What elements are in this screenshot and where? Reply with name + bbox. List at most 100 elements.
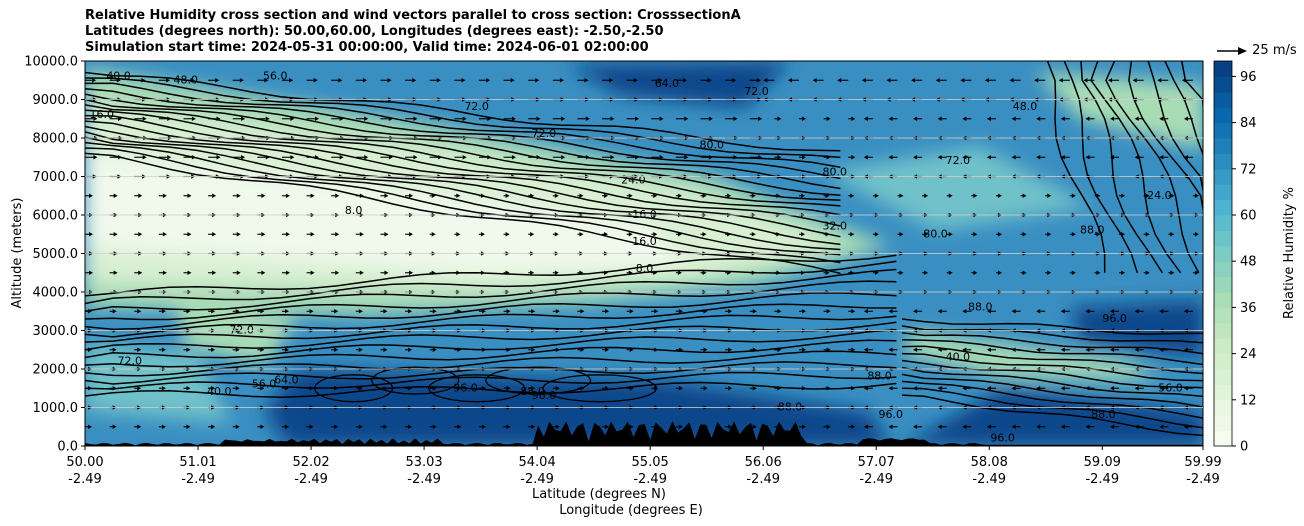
wind-vector: [777, 385, 782, 391]
humidity-region-5: [1069, 299, 1203, 358]
wind-vector: [1110, 347, 1115, 353]
contour-upper-8: [85, 114, 841, 216]
contour-upper-3: [85, 87, 841, 180]
colorbar-segment: [1214, 215, 1232, 231]
wind-vector: [89, 270, 93, 276]
wind-vector: [112, 424, 117, 430]
wind-vector: [653, 231, 658, 237]
contour-label: 96.0: [879, 408, 904, 421]
wind-vector: [653, 193, 658, 199]
contour-upper-12: [85, 136, 841, 251]
colorbar-segment: [1214, 399, 1232, 416]
wind-vector: [1022, 270, 1027, 276]
wind-vector: [505, 193, 510, 199]
contour-northeast-2: [1080, 61, 1164, 274]
wind-vector: [137, 424, 142, 430]
wind-vector: [851, 347, 856, 353]
wind-vector: [728, 424, 733, 430]
wind-vector: [677, 231, 682, 237]
wind-vector: [138, 270, 143, 276]
humidity-region-2: [85, 153, 690, 273]
wind-vector: [93, 116, 98, 122]
contour-label: 56.0: [1158, 381, 1183, 394]
contour-label: 16.0: [632, 208, 657, 221]
contour-northeast-7: [1164, 61, 1203, 157]
wind-vector: [457, 347, 462, 353]
wind-reference-arrow-icon: [1217, 46, 1247, 55]
wind-vector: [88, 385, 92, 391]
wind-vector: [986, 424, 991, 430]
wind-vector: [383, 308, 388, 314]
wind-vector: [211, 385, 216, 391]
wind-vector: [431, 193, 436, 199]
wind-vector: [913, 424, 918, 430]
wind-vector: [216, 154, 221, 160]
wind-vector: [241, 154, 246, 160]
wind-vector: [733, 116, 738, 122]
wind-vector: [1022, 193, 1027, 199]
wind-vector: [1011, 385, 1016, 391]
wind-vector: [285, 270, 290, 276]
y-tick-label: 5000.0: [33, 247, 79, 262]
wind-vector: [335, 231, 340, 237]
wind-vector: [1047, 193, 1052, 199]
wind-vector: [654, 308, 659, 314]
wind-vector: [462, 116, 467, 122]
wind-vector: [1121, 231, 1126, 237]
wind-vector: [1047, 270, 1052, 276]
wind-vector: [610, 116, 615, 122]
wind-vector: [162, 231, 167, 237]
wind-vector: [677, 193, 682, 199]
wind-vector: [728, 385, 733, 391]
wind-vector: [986, 308, 991, 314]
wind-vector: [461, 77, 466, 83]
wind-vector: [555, 424, 560, 430]
contour-northeast-6: [1147, 61, 1203, 195]
wind-vector: [486, 77, 491, 83]
wind-vector: [733, 154, 738, 160]
wind-vector: [935, 77, 940, 83]
wind-vector: [837, 77, 842, 83]
wind-vector: [142, 154, 147, 160]
wind-vector: [335, 193, 340, 199]
contour-label: 88.0: [867, 370, 892, 383]
x-axis-label-latitude: Latitude (degrees N): [532, 487, 666, 502]
wind-vector: [506, 385, 511, 391]
wind-vector: [684, 116, 689, 122]
wind-vector: [112, 308, 117, 314]
y-tick-label: 0.0: [57, 440, 78, 455]
wind-vector: [511, 154, 516, 160]
wind-vector: [1011, 116, 1016, 122]
colorbar-segment: [1214, 153, 1232, 170]
wind-vector: [408, 424, 413, 430]
contour-east-11: [901, 394, 1203, 437]
colorbar-segment: [1214, 230, 1232, 247]
wind-vector: [536, 154, 541, 160]
wind-vector: [1183, 347, 1188, 353]
wind-vector: [1096, 270, 1101, 276]
wind-vector: [505, 231, 510, 237]
wind-vector: [265, 154, 270, 160]
wind-vector: [554, 231, 559, 237]
wind-vector: [801, 154, 806, 160]
wind-vector: [554, 193, 559, 199]
contour-lower-13: [85, 381, 897, 398]
wind-vector: [986, 154, 991, 160]
title-line-3: Simulation start time: 2024-05-31 00:00:…: [85, 40, 649, 55]
colorbar-label: Relative Humidity %: [1282, 187, 1297, 319]
wind-vector: [212, 193, 217, 199]
wind-vector: [1183, 308, 1188, 314]
x-axis-label-longitude: Longitude (degrees E): [559, 503, 703, 518]
x-tick-label-lat: 53.03: [405, 455, 442, 470]
wind-vector: [874, 270, 879, 276]
contour-label: 48.0: [173, 73, 198, 86]
x-tick-label-lat: 59.99: [1184, 455, 1221, 470]
wind-vector: [628, 193, 633, 199]
wind-vector: [161, 385, 166, 391]
wind-vector: [629, 385, 634, 391]
wind-vector: [531, 385, 536, 391]
wind-vector: [1110, 154, 1115, 160]
x-tick-label-lon: -2.49: [68, 472, 102, 487]
wind-vector: [585, 154, 590, 160]
wind-vector: [480, 231, 485, 237]
